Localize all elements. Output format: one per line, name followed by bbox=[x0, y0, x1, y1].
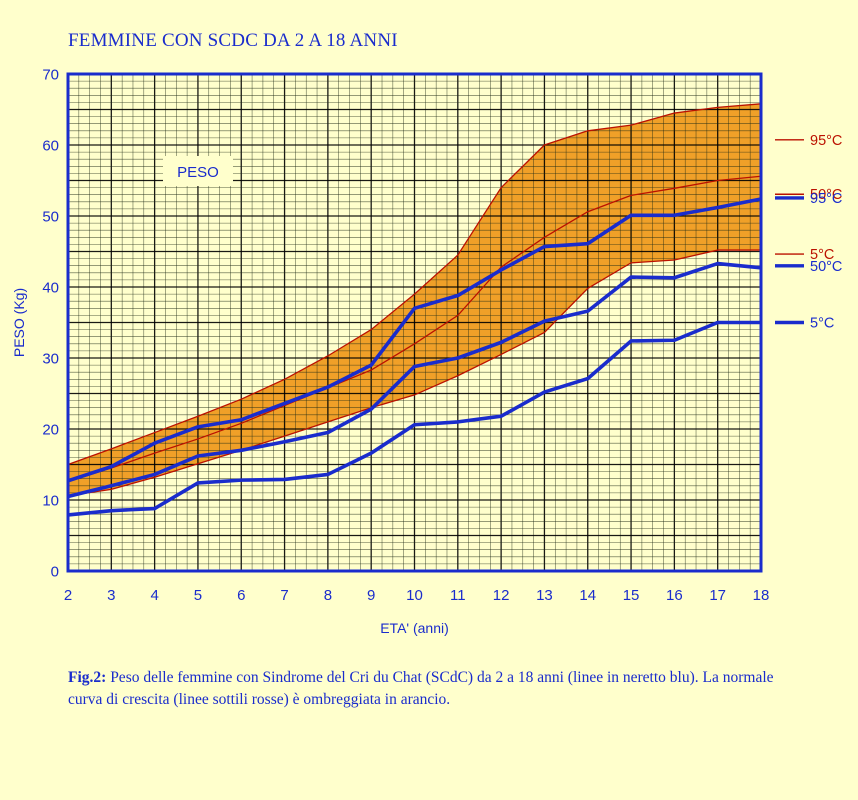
x-tick-label: 2 bbox=[64, 587, 72, 604]
y-tick-label: 70 bbox=[42, 67, 59, 84]
x-tick-label: 4 bbox=[150, 587, 158, 604]
x-tick-label: 8 bbox=[324, 587, 332, 604]
y-tick-label: 40 bbox=[42, 280, 59, 297]
figure-caption: Fig.2: Peso delle femmine con Sindrome d… bbox=[68, 667, 788, 711]
scdc-curve-50c bbox=[67, 261, 762, 499]
y-tick-label: 20 bbox=[42, 422, 59, 439]
x-tick-label: 7 bbox=[280, 587, 288, 604]
x-tick-label: 18 bbox=[753, 587, 770, 604]
x-tick-label: 5 bbox=[194, 587, 202, 604]
scdc-curve-95c bbox=[67, 197, 762, 483]
plot-frame bbox=[66, 72, 763, 573]
caption-text: Peso delle femmine con Sindrome del Cri … bbox=[68, 669, 774, 708]
y-axis-label: PESO (Kg) bbox=[11, 288, 27, 357]
x-tick-label: 17 bbox=[709, 587, 726, 604]
caption-label: Fig.2: bbox=[68, 669, 107, 686]
normal-curve-5c bbox=[67, 249, 761, 497]
y-tick-label: 30 bbox=[42, 351, 59, 368]
annotation-box bbox=[163, 156, 233, 186]
x-tick-label: 12 bbox=[493, 587, 510, 604]
chart-title: FEMMINE CON SCDC DA 2 A 18 ANNI bbox=[68, 30, 398, 51]
y-tick-label: 50 bbox=[42, 209, 59, 226]
x-tick-label: 13 bbox=[536, 587, 553, 604]
x-tick-label: 14 bbox=[579, 587, 596, 604]
normal-series-label: 95°C bbox=[810, 133, 842, 149]
annotation-label: PESO bbox=[177, 164, 219, 181]
y-tick-label: 10 bbox=[42, 493, 59, 510]
y-tick-label: 0 bbox=[51, 564, 59, 581]
scdc-series-label: 50°C bbox=[810, 259, 842, 275]
x-tick-label: 11 bbox=[450, 587, 466, 604]
x-axis-label: ETA' (anni) bbox=[380, 620, 449, 636]
normal-series-label: 5°C bbox=[810, 247, 834, 263]
scdc-series-label: 95°C bbox=[810, 191, 842, 207]
normal-series-label: 50°C bbox=[810, 187, 842, 203]
scdc-series-label: 5°C bbox=[810, 316, 834, 332]
x-tick-label: 16 bbox=[666, 587, 683, 604]
normal-curve-95c bbox=[67, 103, 762, 466]
x-tick-label: 3 bbox=[107, 587, 115, 604]
normal-curve-50c bbox=[67, 175, 762, 483]
x-tick-label: 15 bbox=[623, 587, 640, 604]
x-tick-label: 9 bbox=[367, 587, 375, 604]
x-tick-label: 6 bbox=[237, 587, 245, 604]
x-tick-label: 10 bbox=[406, 587, 423, 604]
scdc-curve-5c bbox=[67, 320, 761, 517]
weight-growth-chart: 0 10 20 30 40 50 60 70 2 3 4 5 6 7 8 9 10 11 12 13 14 15 16 17 1… bbox=[11, 67, 842, 637]
y-tick-label: 60 bbox=[42, 138, 59, 155]
